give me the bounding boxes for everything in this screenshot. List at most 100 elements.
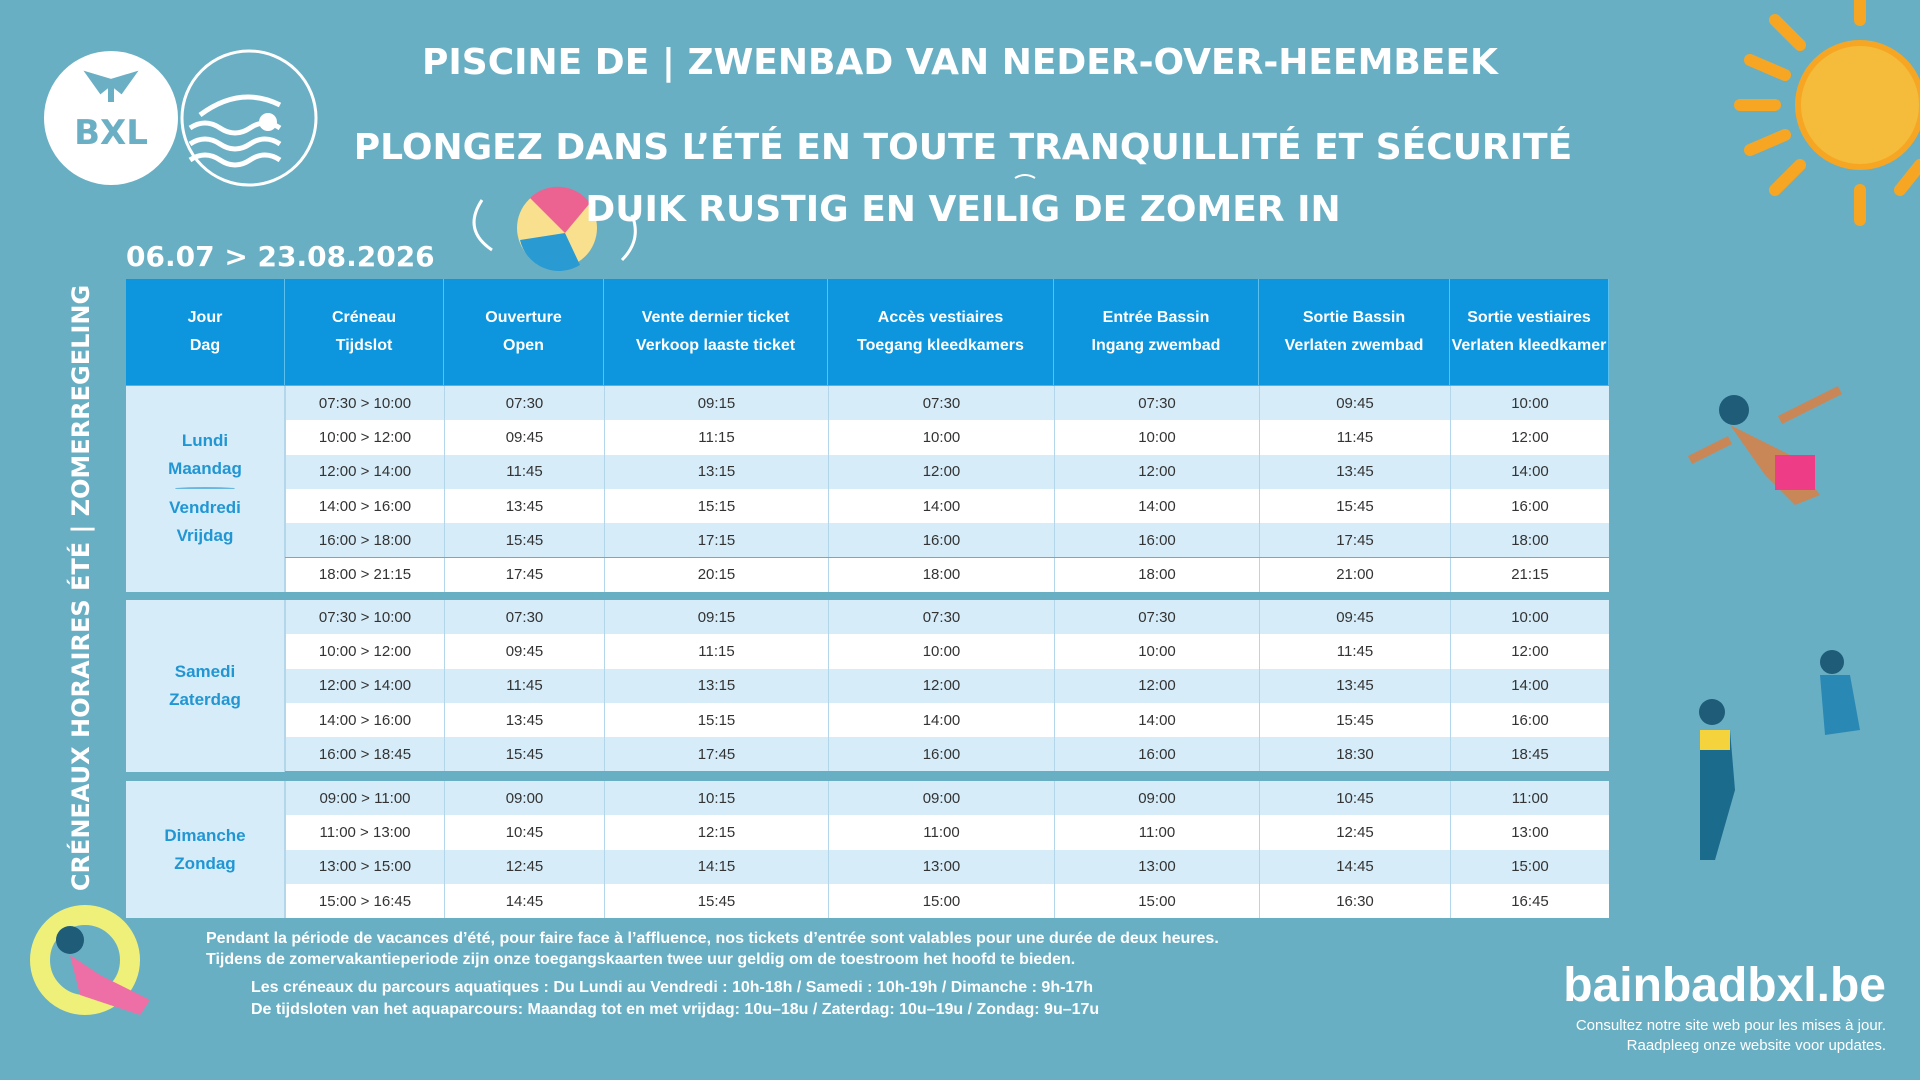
- time-cell: 15:15: [604, 702, 828, 738]
- accent-wave: [1014, 174, 1036, 179]
- row-bg: [285, 454, 1609, 489]
- time-cell: 11:45: [1259, 420, 1450, 455]
- time-cell: 10:00: [828, 634, 1054, 669]
- row-bg: [285, 815, 1609, 850]
- time-cell: 12:45: [444, 849, 604, 884]
- subtitle-fr: PLONGEZ DANS L’ÉTÉ EN TOUTE TRANQUILLITÉ…: [353, 127, 1573, 168]
- header-line: Ingang zwembad: [1091, 337, 1221, 354]
- side-label: CRÉNEAUX HORAIRES ÉTÉ | ZOMERREGELING: [67, 284, 95, 892]
- time-cell: 11:45: [444, 454, 604, 489]
- time-cell: 09:45: [444, 634, 604, 669]
- time-cell: 18:00: [1450, 523, 1609, 558]
- row-bg: [285, 668, 1609, 703]
- day-name: Maandag: [168, 459, 242, 479]
- header-line: Open: [503, 337, 544, 354]
- time-cell: 12:00: [1054, 668, 1259, 703]
- time-cell: 14:00: [828, 488, 1054, 524]
- time-cell: 09:00: [828, 781, 1054, 816]
- column-header: Vente dernier ticket Verkoop laaste ticke…: [604, 279, 828, 385]
- column-header: Accès vestiaires Toegang kleedkamers: [828, 279, 1054, 385]
- time-cell: 14:15: [604, 849, 828, 884]
- logo-bxl: [44, 51, 178, 185]
- time-cell: 15:45: [604, 883, 828, 919]
- note: Pendant la période de vacances d’été, po…: [206, 930, 1219, 947]
- day-name: Vrijdag: [176, 526, 234, 546]
- time-cell: 07:30: [444, 386, 604, 421]
- sun: [1734, 0, 1920, 226]
- time-cell: 14:00: [1054, 702, 1259, 738]
- day-name: Dimanche: [164, 825, 246, 845]
- time-slot: 10:00 > 12:00: [285, 634, 444, 669]
- column-header: Entrée Bassin Ingang zwembad: [1054, 279, 1259, 385]
- header-line: Toegang kleedkamers: [857, 337, 1024, 354]
- time-cell: 09:15: [604, 386, 828, 421]
- parcours-note: Les créneaux du parcours aquatiques : Du…: [251, 979, 1093, 996]
- time-cell: 16:00: [828, 523, 1054, 558]
- time-cell: 15:45: [1259, 702, 1450, 738]
- header-line: Accès vestiaires: [877, 309, 1004, 326]
- time-slot: 07:30 > 10:00: [285, 600, 444, 635]
- time-cell: 18:00: [828, 557, 1054, 592]
- logo-waves: [188, 94, 282, 168]
- row-bg: [285, 557, 1609, 592]
- time-cell: 10:15: [604, 781, 828, 816]
- time-cell: 07:30: [1054, 600, 1259, 635]
- time-cell: 11:00: [1054, 815, 1259, 850]
- time-cell: 14:00: [1450, 668, 1609, 703]
- time-cell: 12:00: [828, 668, 1054, 703]
- time-cell: 18:00: [1054, 557, 1259, 592]
- day-cell: Samedi Zaterdag: [126, 600, 285, 772]
- time-slot: 15:00 > 16:45: [285, 883, 444, 919]
- time-cell: 10:45: [444, 815, 604, 850]
- time-cell: 13:45: [444, 702, 604, 738]
- time-cell: 10:00: [1054, 420, 1259, 455]
- time-cell: 18:30: [1259, 737, 1450, 772]
- day-name: Samedi: [174, 661, 236, 681]
- row-bg: [285, 600, 1609, 635]
- time-cell: 12:00: [1450, 420, 1609, 455]
- time-cell: 10:00: [1450, 600, 1609, 635]
- time-cell: 17:15: [604, 523, 828, 558]
- time-cell: 11:45: [1259, 634, 1450, 669]
- website-note: Consultez notre site web pour les mises …: [1575, 1017, 1886, 1034]
- header-line: Verlaten kleedkamer: [1451, 337, 1607, 354]
- column-header: Créneau Tijdslot: [285, 279, 444, 385]
- time-cell: 07:30: [444, 600, 604, 635]
- time-cell: 21:00: [1259, 557, 1450, 592]
- time-cell: 12:15: [604, 815, 828, 850]
- day-separator: [175, 487, 235, 490]
- row-bg: [285, 702, 1609, 738]
- time-cell: 10:00: [828, 420, 1054, 455]
- time-cell: 16:45: [1450, 883, 1609, 919]
- time-cell: 07:30: [1054, 386, 1259, 421]
- time-cell: 09:00: [1054, 781, 1259, 816]
- time-cell: 14:45: [444, 883, 604, 919]
- time-slot: 12:00 > 14:00: [285, 454, 444, 489]
- time-slot: 16:00 > 18:00: [285, 523, 444, 558]
- time-cell: 15:00: [1450, 849, 1609, 884]
- time-slot: 11:00 > 13:00: [285, 815, 444, 850]
- time-slot: 10:00 > 12:00: [285, 420, 444, 455]
- time-cell: 12:00: [1054, 454, 1259, 489]
- time-cell: 15:45: [1259, 488, 1450, 524]
- header-line: Créneau: [331, 309, 397, 326]
- time-slot: 14:00 > 16:00: [285, 488, 444, 524]
- day-cell: Lundi Maandag Vendredi Vrijdag: [126, 386, 285, 592]
- parcours-note: De tijdsloten van het aquaparcours: Maan…: [251, 1001, 1100, 1018]
- time-cell: 16:00: [1450, 488, 1609, 524]
- time-cell: 12:45: [1259, 815, 1450, 850]
- header-line: Sortie vestiaires: [1467, 309, 1591, 326]
- row-bg: [285, 386, 1609, 421]
- dates: 06.07 > 23.08.2026: [126, 240, 435, 273]
- row-bg: [285, 488, 1609, 524]
- website[interactable]: bainbadbxl.be: [1563, 959, 1886, 1012]
- time-slot: 13:00 > 15:00: [285, 849, 444, 884]
- row-bg: [285, 737, 1609, 772]
- time-cell: 09:45: [1259, 600, 1450, 635]
- time-cell: 14:00: [1450, 454, 1609, 489]
- header-line: Entrée Bassin: [1102, 309, 1210, 326]
- note: Tijdens de zomervakantieperiode zijn onz…: [206, 951, 1076, 968]
- header-line: Tijdslot: [335, 337, 393, 354]
- header-line: Verlaten zwembad: [1284, 337, 1424, 354]
